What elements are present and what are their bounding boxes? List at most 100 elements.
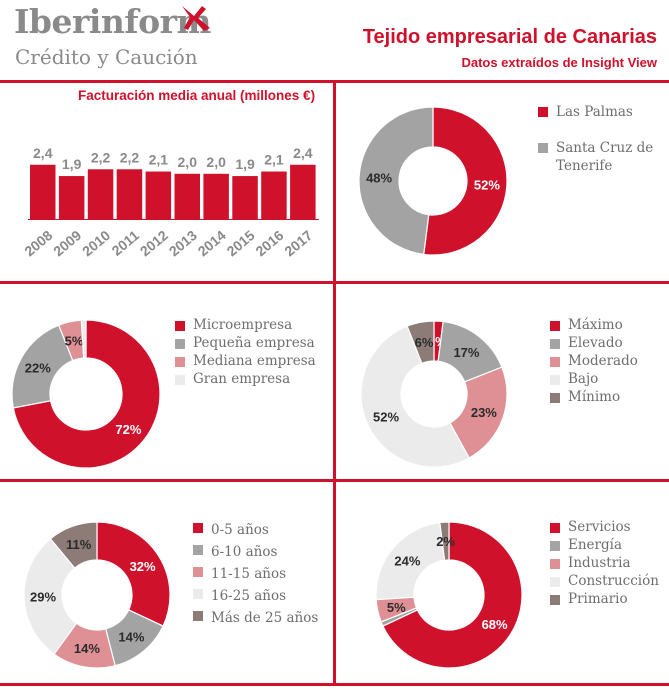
bar-2011	[116, 169, 143, 219]
legend-label: Bajo	[568, 371, 599, 387]
header: Iberinform Crédito y Caución Tejido empr…	[0, 0, 669, 80]
bar-2010	[87, 169, 114, 219]
slice-pequeña-empresa	[11, 324, 74, 409]
x-tick-label: 2009	[50, 227, 84, 259]
legend-swatch	[550, 357, 560, 367]
bar-chart-panel: Facturación media anual (millones €) 2,4…	[0, 83, 333, 281]
legend-swatch	[538, 107, 548, 117]
legend-swatch	[550, 393, 560, 403]
slice-label: 32%	[130, 559, 156, 574]
x-tick-label: 2013	[166, 227, 200, 259]
legend-swatch	[175, 321, 185, 331]
legend-item: Mínimo	[550, 389, 665, 407]
legend-item: Bajo	[550, 371, 665, 389]
slice-label: 5%	[387, 600, 406, 615]
bar-2015	[232, 176, 258, 219]
slice-más-de-25-años	[49, 521, 98, 569]
risk-panel: 2% 17% 23% 52% 6% Máximo Elevado Moderado Bajo M…	[336, 284, 669, 479]
bar-chart: 2,4 2008 1,9 2009 2,2 2010 2,2 2011 2,1 2012 2,0 20…	[21, 145, 319, 259]
slice-0-5-años	[96, 521, 171, 627]
province-donut-chart: 52% 48%	[358, 106, 508, 256]
legend-item: Máximo	[550, 317, 665, 335]
bar-value-label: 2,2	[91, 149, 111, 165]
slice-label: 72%	[115, 422, 141, 437]
brand-logo: Iberinform	[14, 2, 211, 41]
bar-2017	[290, 164, 316, 219]
x-tick-label: 2017	[281, 227, 315, 259]
legend-swatch	[550, 339, 560, 349]
risk-donut-chart: 2%17%23%52%6%	[360, 320, 508, 468]
legend-item: Moderado	[550, 353, 665, 371]
bar-value-label: 2,2	[120, 149, 140, 165]
legend-label: Primario	[568, 591, 628, 607]
slice-label: 11%	[66, 537, 92, 552]
legend-item: Las Palmas	[538, 103, 668, 121]
bar-value-label: 2,4	[293, 145, 313, 161]
slice-label: 68%	[482, 617, 508, 632]
size-donut-chart: 72% 22% 5%	[11, 319, 161, 469]
province-panel: 52% 48% Las Palmas Santa Cruz de Tenerife	[336, 83, 669, 281]
slice-label: 14%	[118, 630, 144, 645]
legend-item: Gran empresa	[175, 371, 325, 389]
legend-label: 0-5 años	[211, 522, 269, 538]
slice-construcción	[375, 521, 446, 601]
brand-subtitle: Crédito y Caución	[15, 45, 198, 69]
logo-mark-icon	[182, 6, 210, 31]
slice-16-25-años	[23, 537, 78, 655]
rule-center	[333, 80, 336, 686]
legend-label: Gran empresa	[193, 371, 291, 387]
slice-label: 48%	[366, 171, 392, 186]
slice-primario	[439, 521, 450, 561]
risk-legend: Máximo Elevado Moderado Bajo Mínimo	[550, 317, 665, 407]
x-tick-label: 2010	[79, 227, 113, 259]
page-title: Tejido empresarial de Canarias	[362, 26, 657, 48]
legend-label: Moderado	[568, 353, 638, 369]
bar-2012	[145, 171, 172, 219]
legend-swatch	[538, 143, 548, 153]
legend-item: 11-15 años	[193, 563, 328, 585]
bar-value-label: 2,1	[264, 152, 284, 168]
legend-label: 6-10 años	[211, 544, 278, 560]
legend-item: Microempresa	[175, 317, 325, 335]
bar-2014	[203, 173, 229, 219]
legend-item: 6-10 años	[193, 541, 328, 563]
legend-item: Mediana empresa	[175, 353, 325, 371]
sector-donut-chart: 68% 5% 24% 2%	[375, 521, 523, 669]
legend-swatch	[175, 357, 185, 367]
slice-label: 23%	[471, 405, 497, 420]
bar-2013	[174, 173, 200, 219]
legend-swatch	[550, 541, 560, 551]
age-panel: 32% 14% 14% 29% 11% 0-5 años 6-10 años 11-15 a…	[0, 482, 333, 683]
legend-item: Servicios	[550, 519, 668, 537]
slice-servicios	[382, 521, 523, 669]
size-legend: Microempresa Pequeña empresa Mediana empre…	[175, 317, 325, 389]
legend-label: Más de 25 años	[211, 610, 319, 626]
legend-label: 16-25 años	[211, 588, 287, 604]
legend-item: Construcción	[550, 573, 668, 591]
legend-label: Construcción	[568, 573, 659, 589]
slice-label: 24%	[394, 554, 420, 569]
bar-2008	[30, 164, 56, 219]
size-panel: 72% 22% 5% Microempresa Pequeña empresa Medi…	[0, 284, 333, 479]
slice-moderado	[449, 366, 508, 459]
age-legend: 0-5 años 6-10 años 11-15 años 16-25 años Más…	[193, 519, 328, 629]
legend-swatch	[175, 375, 185, 385]
slice-microempresa	[12, 319, 161, 469]
bar-value-label: 1,9	[62, 156, 82, 172]
sector-panel: 68% 5% 24% 2% Servicios Energía Industria Cons…	[336, 482, 669, 683]
legend-label: Industria	[568, 555, 631, 571]
bar-chart-title: Facturación media anual (millones €)	[78, 88, 316, 103]
slice-label: 6%	[415, 335, 434, 350]
page-subtitle: Datos extraídos de Insight View	[461, 55, 657, 70]
legend-label: 11-15 años	[211, 566, 287, 582]
legend-swatch	[550, 523, 560, 533]
x-tick-label: 2015	[224, 227, 258, 259]
legend-item: Industria	[550, 555, 668, 573]
legend-label: Servicios	[568, 519, 631, 535]
legend-swatch	[193, 589, 203, 599]
legend-swatch	[193, 567, 203, 577]
bar-2009	[58, 176, 85, 219]
legend-label: Microempresa	[193, 317, 293, 333]
legend-item: Energía	[550, 537, 668, 555]
legend-swatch	[193, 523, 203, 533]
